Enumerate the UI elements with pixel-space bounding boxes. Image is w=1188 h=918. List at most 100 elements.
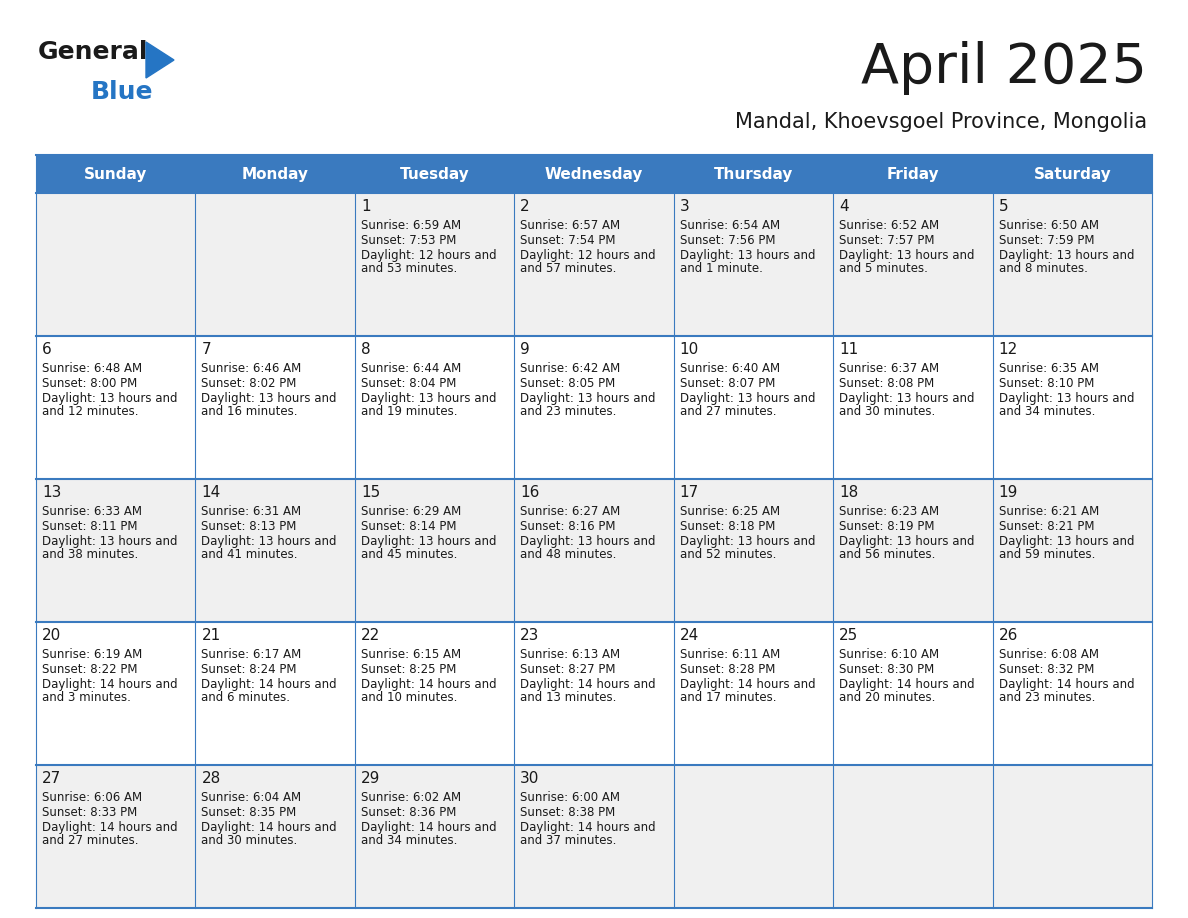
- Text: and 34 minutes.: and 34 minutes.: [999, 405, 1095, 418]
- Text: Sunset: 8:38 PM: Sunset: 8:38 PM: [520, 806, 615, 819]
- Text: Daylight: 14 hours and: Daylight: 14 hours and: [520, 821, 656, 834]
- Text: Sunrise: 6:06 AM: Sunrise: 6:06 AM: [42, 791, 143, 804]
- Text: Daylight: 12 hours and: Daylight: 12 hours and: [520, 249, 656, 262]
- Text: and 34 minutes.: and 34 minutes.: [361, 834, 457, 847]
- Text: 21: 21: [202, 628, 221, 643]
- Text: Sunset: 8:14 PM: Sunset: 8:14 PM: [361, 520, 456, 533]
- Text: April 2025: April 2025: [861, 41, 1146, 95]
- Text: Sunset: 8:36 PM: Sunset: 8:36 PM: [361, 806, 456, 819]
- Text: Thursday: Thursday: [714, 166, 794, 182]
- Text: Sunrise: 6:31 AM: Sunrise: 6:31 AM: [202, 505, 302, 518]
- Text: 30: 30: [520, 771, 539, 786]
- Text: Sunrise: 6:02 AM: Sunrise: 6:02 AM: [361, 791, 461, 804]
- Text: 13: 13: [42, 485, 62, 500]
- Text: Sunset: 8:19 PM: Sunset: 8:19 PM: [839, 520, 935, 533]
- Text: Sunset: 8:33 PM: Sunset: 8:33 PM: [42, 806, 138, 819]
- Text: Sunrise: 6:40 AM: Sunrise: 6:40 AM: [680, 362, 779, 375]
- Polygon shape: [146, 42, 173, 78]
- Text: Sunset: 8:24 PM: Sunset: 8:24 PM: [202, 663, 297, 676]
- Text: Sunrise: 6:44 AM: Sunrise: 6:44 AM: [361, 362, 461, 375]
- Text: Sunrise: 6:52 AM: Sunrise: 6:52 AM: [839, 219, 940, 232]
- Text: Daylight: 13 hours and: Daylight: 13 hours and: [520, 392, 656, 405]
- Text: Sunset: 8:27 PM: Sunset: 8:27 PM: [520, 663, 615, 676]
- Text: Sunset: 8:04 PM: Sunset: 8:04 PM: [361, 377, 456, 390]
- Text: Sunrise: 6:54 AM: Sunrise: 6:54 AM: [680, 219, 779, 232]
- Text: and 59 minutes.: and 59 minutes.: [999, 548, 1095, 561]
- Text: 26: 26: [999, 628, 1018, 643]
- Text: 2: 2: [520, 199, 530, 214]
- Bar: [36, 336, 1152, 479]
- Text: Sunrise: 6:23 AM: Sunrise: 6:23 AM: [839, 505, 940, 518]
- Text: and 5 minutes.: and 5 minutes.: [839, 262, 928, 275]
- Text: 19: 19: [999, 485, 1018, 500]
- Text: Daylight: 14 hours and: Daylight: 14 hours and: [999, 678, 1135, 691]
- Text: Sunrise: 6:59 AM: Sunrise: 6:59 AM: [361, 219, 461, 232]
- Text: Sunset: 8:16 PM: Sunset: 8:16 PM: [520, 520, 615, 533]
- Text: Sunrise: 6:37 AM: Sunrise: 6:37 AM: [839, 362, 940, 375]
- Text: and 17 minutes.: and 17 minutes.: [680, 691, 776, 704]
- Text: General: General: [38, 40, 148, 64]
- Text: 15: 15: [361, 485, 380, 500]
- Text: 29: 29: [361, 771, 380, 786]
- Text: Daylight: 13 hours and: Daylight: 13 hours and: [680, 249, 815, 262]
- Text: and 8 minutes.: and 8 minutes.: [999, 262, 1087, 275]
- Text: Sunset: 7:54 PM: Sunset: 7:54 PM: [520, 234, 615, 247]
- Text: Daylight: 14 hours and: Daylight: 14 hours and: [202, 821, 337, 834]
- Text: 27: 27: [42, 771, 62, 786]
- Text: Sunset: 8:13 PM: Sunset: 8:13 PM: [202, 520, 297, 533]
- Text: Daylight: 13 hours and: Daylight: 13 hours and: [202, 535, 337, 548]
- Text: and 27 minutes.: and 27 minutes.: [680, 405, 776, 418]
- Text: 20: 20: [42, 628, 62, 643]
- Text: Sunday: Sunday: [84, 166, 147, 182]
- Text: 22: 22: [361, 628, 380, 643]
- Text: Sunset: 8:08 PM: Sunset: 8:08 PM: [839, 377, 935, 390]
- Text: Sunrise: 6:10 AM: Sunrise: 6:10 AM: [839, 648, 940, 661]
- Text: Sunset: 7:53 PM: Sunset: 7:53 PM: [361, 234, 456, 247]
- Text: Monday: Monday: [241, 166, 309, 182]
- Text: and 41 minutes.: and 41 minutes.: [202, 548, 298, 561]
- Text: and 10 minutes.: and 10 minutes.: [361, 691, 457, 704]
- Text: Daylight: 14 hours and: Daylight: 14 hours and: [839, 678, 975, 691]
- Text: Sunrise: 6:50 AM: Sunrise: 6:50 AM: [999, 219, 1099, 232]
- Text: Sunrise: 6:04 AM: Sunrise: 6:04 AM: [202, 791, 302, 804]
- Bar: [36, 193, 1152, 336]
- Text: Friday: Friday: [886, 166, 940, 182]
- Text: Sunrise: 6:00 AM: Sunrise: 6:00 AM: [520, 791, 620, 804]
- Text: Sunset: 8:11 PM: Sunset: 8:11 PM: [42, 520, 138, 533]
- Text: and 12 minutes.: and 12 minutes.: [42, 405, 139, 418]
- Text: Sunrise: 6:29 AM: Sunrise: 6:29 AM: [361, 505, 461, 518]
- Text: and 3 minutes.: and 3 minutes.: [42, 691, 131, 704]
- Text: Daylight: 13 hours and: Daylight: 13 hours and: [42, 392, 177, 405]
- Text: Sunrise: 6:33 AM: Sunrise: 6:33 AM: [42, 505, 143, 518]
- Text: Sunrise: 6:42 AM: Sunrise: 6:42 AM: [520, 362, 620, 375]
- Text: Sunrise: 6:46 AM: Sunrise: 6:46 AM: [202, 362, 302, 375]
- Text: and 57 minutes.: and 57 minutes.: [520, 262, 617, 275]
- Text: Wednesday: Wednesday: [545, 166, 643, 182]
- Text: 4: 4: [839, 199, 848, 214]
- Text: Daylight: 13 hours and: Daylight: 13 hours and: [361, 392, 497, 405]
- Text: 3: 3: [680, 199, 689, 214]
- Text: 1: 1: [361, 199, 371, 214]
- Text: and 20 minutes.: and 20 minutes.: [839, 691, 935, 704]
- Text: and 1 minute.: and 1 minute.: [680, 262, 763, 275]
- Text: 7: 7: [202, 342, 211, 357]
- Text: Sunrise: 6:15 AM: Sunrise: 6:15 AM: [361, 648, 461, 661]
- Text: Sunset: 8:07 PM: Sunset: 8:07 PM: [680, 377, 775, 390]
- Text: and 30 minutes.: and 30 minutes.: [202, 834, 298, 847]
- Text: Daylight: 14 hours and: Daylight: 14 hours and: [520, 678, 656, 691]
- Text: and 48 minutes.: and 48 minutes.: [520, 548, 617, 561]
- Text: Daylight: 13 hours and: Daylight: 13 hours and: [680, 392, 815, 405]
- Text: Sunset: 8:22 PM: Sunset: 8:22 PM: [42, 663, 138, 676]
- Text: and 45 minutes.: and 45 minutes.: [361, 548, 457, 561]
- Text: Sunrise: 6:19 AM: Sunrise: 6:19 AM: [42, 648, 143, 661]
- Text: Daylight: 13 hours and: Daylight: 13 hours and: [839, 249, 974, 262]
- Text: Sunrise: 6:35 AM: Sunrise: 6:35 AM: [999, 362, 1099, 375]
- Text: Blue: Blue: [91, 80, 153, 104]
- Text: Daylight: 13 hours and: Daylight: 13 hours and: [999, 535, 1135, 548]
- Text: Daylight: 13 hours and: Daylight: 13 hours and: [999, 249, 1135, 262]
- Text: and 6 minutes.: and 6 minutes.: [202, 691, 290, 704]
- Text: Sunset: 8:18 PM: Sunset: 8:18 PM: [680, 520, 775, 533]
- Text: 14: 14: [202, 485, 221, 500]
- Text: 23: 23: [520, 628, 539, 643]
- Text: Sunrise: 6:08 AM: Sunrise: 6:08 AM: [999, 648, 1099, 661]
